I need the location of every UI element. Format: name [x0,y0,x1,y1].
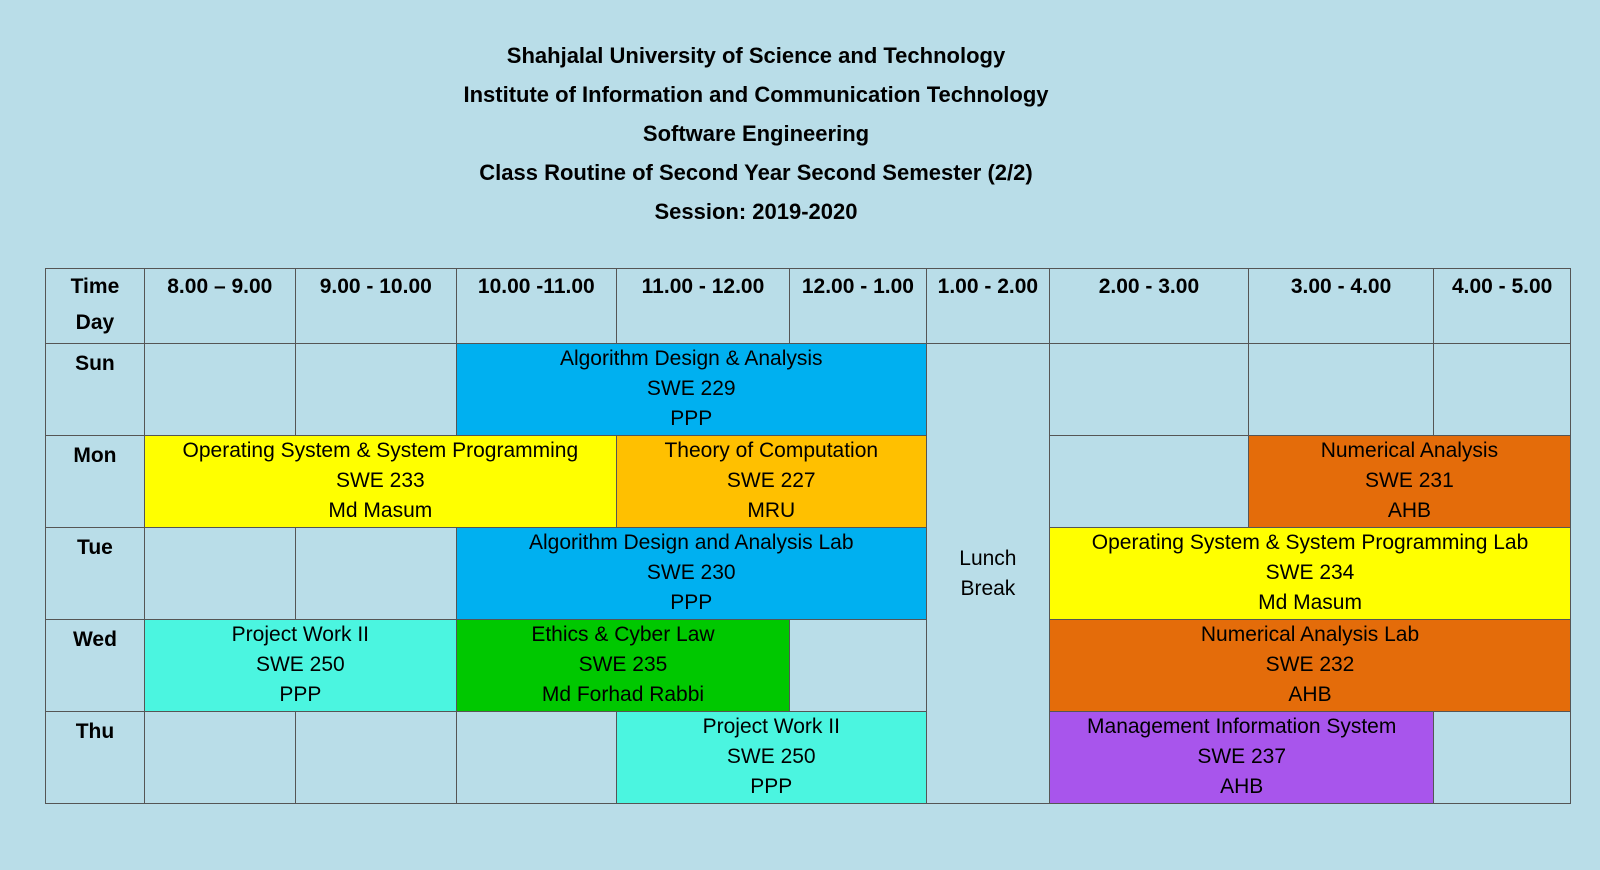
slot-header: 12.00 - 1.00 [789,268,927,344]
course-title: Ethics & Cyber Law [531,623,715,646]
university-name: Shahjalal University of Science and Tech… [506,43,1006,68]
empty-cell [143,527,296,620]
course-code: SWE 250 [726,745,816,768]
class-routine-table: Time Day 8.00 – 9.00 9.00 - 10.00 10.00 … [45,268,1572,804]
course-teacher: PPP [670,407,713,430]
lunch-break-cell: Lunch Break [925,343,1051,804]
class-cell: Ethics & Cyber Law SWE 235 Md Forhad Rab… [455,619,791,712]
course-code: SWE 227 [726,469,816,492]
empty-cell [1049,435,1249,528]
empty-cell [143,343,296,436]
class-cell: Project Work II SWE 250 PPP [615,711,927,804]
day-row-tue: Tue Algorithm Design and Analysis Lab SW… [45,527,1571,620]
class-cell: Algorithm Design & Analysis SWE 229 PPP [455,343,927,436]
time-label: Time [70,275,120,298]
empty-cell [1049,343,1249,436]
time-day-corner: Time Day [45,268,145,344]
empty-cell [143,711,296,804]
slot-header: 10.00 -11.00 [455,268,617,344]
course-title: Algorithm Design and Analysis Lab [528,531,854,554]
day-cell: Sun [45,343,145,436]
slot-header: 3.00 - 4.00 [1247,268,1435,344]
course-title: Numerical Analysis [1320,439,1499,462]
course-teacher: Md Forhad Rabbi [541,683,705,706]
slot-header: 9.00 - 10.00 [294,268,457,344]
lunch-break-label: Lunch Break [959,546,1017,600]
course-title: Operating System & System Programming La… [1091,531,1529,554]
slot-header: 2.00 - 3.00 [1049,268,1249,344]
course-code: SWE 235 [578,653,668,676]
class-cell: Operating System & System Programming SW… [143,435,617,528]
course-code: SWE 231 [1365,469,1454,492]
department-name: Software Engineering [642,121,870,146]
class-cell: Management Information System SWE 237 AH… [1049,711,1435,804]
routine-title: Class Routine of Second Year Second Seme… [479,160,1033,185]
day-row-wed: Wed Project Work II SWE 250 PPP Ethics &… [45,619,1571,712]
course-teacher: AHB [1220,775,1264,798]
slot-header: 11.00 - 12.00 [615,268,791,344]
class-cell: Algorithm Design and Analysis Lab SWE 23… [455,527,927,620]
empty-cell [789,619,927,712]
course-title: Management Information System [1087,715,1397,738]
course-code: SWE 233 [335,469,425,492]
day-row-thu: Thu Project Work II SWE 250 PPP Manageme… [45,711,1571,804]
slot-header: 1.00 - 2.00 [925,268,1051,344]
course-title: Algorithm Design & Analysis [559,347,823,370]
day-row-mon: Mon Operating System & System Programmin… [45,435,1572,528]
course-teacher: Md Masum [328,499,433,522]
course-teacher: PPP [279,683,322,706]
course-teacher: AHB [1387,499,1431,522]
course-code: SWE 229 [646,377,736,400]
routine-header: Shahjalal University of Science and Tech… [0,36,1512,231]
day-row-sun: Sun Algorithm Design & Analysis SWE 229 … [45,343,1571,804]
course-teacher: AHB [1288,683,1332,706]
course-code: SWE 232 [1265,653,1355,676]
class-cell: Operating System & System Programming La… [1049,527,1571,620]
empty-cell [294,343,457,436]
course-code: SWE 250 [255,653,345,676]
session-label: Session: 2019-2020 [654,199,858,224]
empty-cell [1247,343,1435,436]
class-cell: Project Work II SWE 250 PPP [143,619,457,712]
empty-cell [1433,711,1571,804]
course-code: SWE 230 [646,561,736,584]
day-cell: Tue [45,527,145,620]
institute-name: Institute of Information and Communicati… [463,82,1049,107]
empty-cell [294,527,457,620]
day-label: Day [75,311,115,334]
course-code: SWE 234 [1265,561,1355,584]
day-cell: Mon [45,435,145,528]
course-title: Theory of Computation [664,439,879,462]
course-teacher: PPP [750,775,793,798]
class-cell: Numerical Analysis SWE 231 AHB [1247,435,1572,528]
course-title: Project Work II [702,715,840,738]
course-teacher: Md Masum [1258,591,1362,614]
course-code: SWE 237 [1197,745,1287,768]
day-cell: Wed [45,619,145,712]
empty-cell [1433,343,1571,436]
class-cell: Theory of Computation SWE 227 MRU [615,435,927,528]
course-title: Project Work II [231,623,369,646]
course-teacher: PPP [670,591,713,614]
empty-cell [294,711,457,804]
slot-header: 8.00 – 9.00 [143,268,296,344]
class-cell: Numerical Analysis Lab SWE 232 AHB [1049,619,1571,712]
header-row: Time Day 8.00 – 9.00 9.00 - 10.00 10.00 … [45,268,1571,344]
slot-header: 4.00 - 5.00 [1433,268,1571,344]
course-teacher: MRU [747,499,796,522]
day-cell: Thu [45,711,145,804]
course-title: Operating System & System Programming [182,439,579,462]
empty-cell [455,711,617,804]
course-title: Numerical Analysis Lab [1200,623,1420,646]
